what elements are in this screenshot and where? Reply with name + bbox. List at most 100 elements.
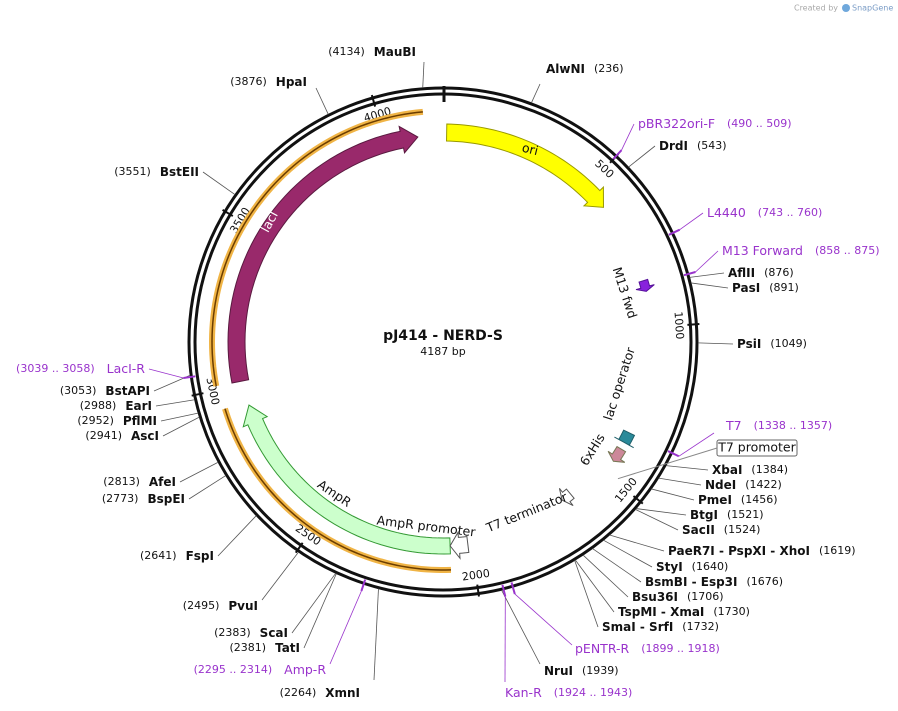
site-name: PvuI — [228, 599, 258, 613]
site-position: (3551) — [114, 165, 151, 178]
site-name: PmeI — [698, 493, 732, 507]
primer-label: M13 Forward (858 .. 875) — [722, 243, 880, 258]
site-label: NdeI (1422) — [705, 478, 782, 492]
site-label: (2495) PvuI — [183, 599, 258, 613]
site-position: (1732) — [682, 620, 719, 633]
site-position: (1521) — [727, 508, 764, 521]
site-leader — [582, 554, 629, 598]
site-label: (2773) BspEI — [102, 492, 185, 506]
site-leader — [665, 465, 709, 471]
site-position: (2641) — [140, 549, 177, 562]
site-label: BtgI (1521) — [690, 508, 764, 522]
site-name: BspEI — [147, 492, 185, 506]
site-position: (3053) — [60, 384, 97, 397]
site-position: (891) — [769, 281, 799, 294]
primer-name: Amp-R — [284, 662, 326, 677]
site-label: BsmBI - Esp3I (1676) — [645, 575, 783, 589]
laci-arrow — [227, 125, 419, 384]
site-position: (2941) — [85, 429, 122, 442]
site-label: SacII (1524) — [682, 523, 760, 537]
site-name: ScaI — [260, 626, 288, 640]
primer-tick — [683, 271, 696, 277]
site-position: (236) — [594, 62, 624, 75]
site-name: AlwNI — [546, 62, 585, 76]
feature-label: lac operator — [600, 345, 638, 422]
primer-name: pBR322ori-F — [638, 116, 715, 131]
site-label: PsiI (1049) — [737, 337, 807, 351]
plasmid-length: 4187 bp — [420, 345, 465, 358]
site-label: StyI (1640) — [656, 560, 728, 574]
site-name: XmnI — [325, 686, 360, 700]
site-name: TspMI - XmaI — [618, 605, 704, 619]
plasmid-name: pJ414 - NERD-S — [383, 328, 503, 344]
ampr-band-core — [224, 408, 451, 571]
site-position: (1730) — [713, 605, 750, 618]
site-position: (3876) — [230, 75, 267, 88]
site-leader — [160, 412, 199, 422]
ori-arrow — [445, 123, 604, 208]
site-label: (2383) ScaI — [214, 626, 288, 640]
site-name: StyI — [656, 560, 683, 574]
site-leader — [689, 272, 725, 278]
site-position: (1384) — [751, 463, 788, 476]
primer-leader — [678, 432, 715, 457]
primer-label: (2295 .. 2314) Amp-R — [194, 662, 327, 677]
primer-label: pENTR-R (1899 .. 1918) — [575, 641, 720, 656]
ruler-label: 1000 — [671, 311, 686, 340]
site-label: (2381) TatI — [229, 641, 300, 655]
site-leader — [531, 83, 541, 103]
site-position: (4134) — [328, 45, 365, 58]
site-leader — [691, 282, 729, 289]
site-label: PasI (891) — [732, 281, 799, 295]
primer-range: (1899 .. 1918) — [641, 642, 720, 655]
primer-leader — [695, 250, 719, 273]
site-leader — [636, 508, 687, 516]
site-leader — [422, 61, 425, 88]
site-label: PmeI (1456) — [698, 493, 777, 507]
primer-range: (743 .. 760) — [758, 206, 823, 219]
site-label: (2641) FspI — [140, 549, 214, 563]
site-name: TatI — [275, 641, 300, 655]
t7-terminator — [558, 488, 575, 507]
site-position: (1422) — [745, 478, 782, 491]
site-label: (2813) AfeI — [103, 475, 176, 489]
ruler-tick — [294, 542, 304, 554]
site-name: BsmBI - Esp3I — [645, 575, 737, 589]
site-name: SacII — [682, 523, 715, 537]
site-name: SmaI - SrfI — [602, 620, 673, 634]
site-label: NruI (1939) — [544, 664, 619, 678]
primer-label: L4440 (743 .. 760) — [707, 205, 822, 220]
primer-tick — [667, 450, 680, 458]
site-leader — [188, 475, 226, 500]
primer-name: L4440 — [707, 205, 746, 220]
primer-name: LacI-R — [107, 361, 146, 376]
site-position: (2381) — [229, 641, 266, 654]
site-name: EarI — [125, 399, 152, 413]
site-leader — [603, 539, 653, 568]
feature-label: ori — [521, 140, 540, 158]
site-name: PaeR7I - PspXI - XhoI — [668, 544, 810, 558]
site-leader — [261, 551, 299, 601]
site-position: (1939) — [582, 664, 619, 677]
primer-range: (858 .. 875) — [815, 244, 880, 257]
ruler-tick — [222, 209, 234, 217]
site-label: (2941) AscI — [85, 429, 159, 443]
site-label: DrdI (543) — [659, 139, 727, 153]
ruler-label: 2000 — [461, 567, 491, 584]
ampr-promoter-arrow — [449, 530, 470, 560]
primer-name: T7 — [725, 418, 742, 433]
primer-tick — [612, 149, 623, 160]
site-label: AflII (876) — [728, 266, 794, 280]
m13-fwd — [635, 278, 655, 292]
site-position: (2264) — [280, 686, 317, 699]
site-name: BstAPI — [105, 384, 150, 398]
site-name: DrdI — [659, 139, 688, 153]
primer-leader — [679, 212, 704, 231]
site-name: AfeI — [149, 475, 176, 489]
ruler-tick — [191, 392, 204, 397]
site-label: (2988) EarI — [80, 399, 152, 413]
primer-range: (490 .. 509) — [727, 117, 792, 130]
site-leader — [635, 509, 679, 531]
site-leader — [217, 515, 257, 557]
site-name: PsiI — [737, 337, 761, 351]
